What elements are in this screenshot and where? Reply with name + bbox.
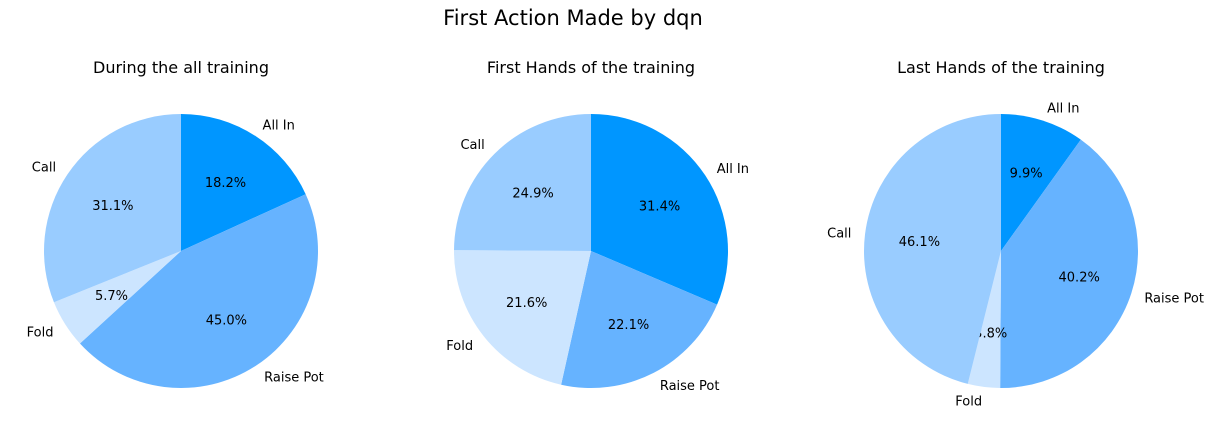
pie-title: During the all training [93,58,269,77]
pie-slice-all-in [591,114,729,305]
pie-percent-call: 46.1% [899,235,940,250]
pie-percent-fold: 5.7% [95,289,128,304]
pie-charts: During the all training 18.2% All In 45.0% R… [27,58,1204,410]
pie-label-raise-pot: Raise Pot [1144,292,1204,307]
pie-slice-fold [967,251,1001,388]
pie-label-all-in: All In [263,118,295,133]
pie-slice-call [863,114,1001,384]
pie-label-fold: Fold [446,339,473,354]
pie-label-fold: Fold [27,325,54,340]
pie-slice-raise-pot [1000,139,1138,388]
pie-chart-3: Last Hands of the training 9.9% All In 40.2… [827,58,1204,410]
pie-slice-fold [53,251,181,344]
pie-percent-call: 24.9% [512,187,553,202]
pie-percent-raise-pot: 22.1% [608,318,649,333]
pie-percent-all-in: 31.4% [639,200,680,215]
pie-percent-all-in: 9.9% [1010,167,1043,182]
pie-slice-call [454,114,591,251]
pie-slice-fold [454,250,591,385]
pie-slice-call [43,114,181,303]
pie-percent-raise-pot: 45.0% [206,314,247,329]
pie-label-call: Call [460,138,484,153]
pie-slice-all-in [1001,114,1081,251]
figure-suptitle: First Action Made by dqn [443,6,703,30]
pie-percent-all-in: 18.2% [205,176,246,191]
pie-label-fold: Fold [955,395,982,410]
pie-label-raise-pot: Raise Pot [264,371,324,386]
pie-label-call: Call [827,227,851,242]
pie-slice-raise-pot [561,251,718,388]
pie-chart-2: First Hands of the training 31.4% All In 22… [446,58,749,394]
pie-title: First Hands of the training [487,58,695,77]
pie-percent-fold: 21.6% [506,296,547,311]
pie-percent-call: 31.1% [92,199,133,214]
pie-chart-1: During the all training 18.2% All In 45.0% R… [27,58,324,388]
pie-percent-raise-pot: 40.2% [1059,270,1100,285]
pie-slice-all-in [181,114,306,251]
pie-label-call: Call [32,161,56,176]
pie-label-all-in: All In [717,162,749,177]
pie-label-raise-pot: Raise Pot [660,379,720,394]
pie-percent-fold: 3.8% [974,327,1007,342]
pie-title: Last Hands of the training [897,58,1105,77]
pie-label-all-in: All In [1047,102,1079,117]
pie-slice-raise-pot [79,194,319,388]
